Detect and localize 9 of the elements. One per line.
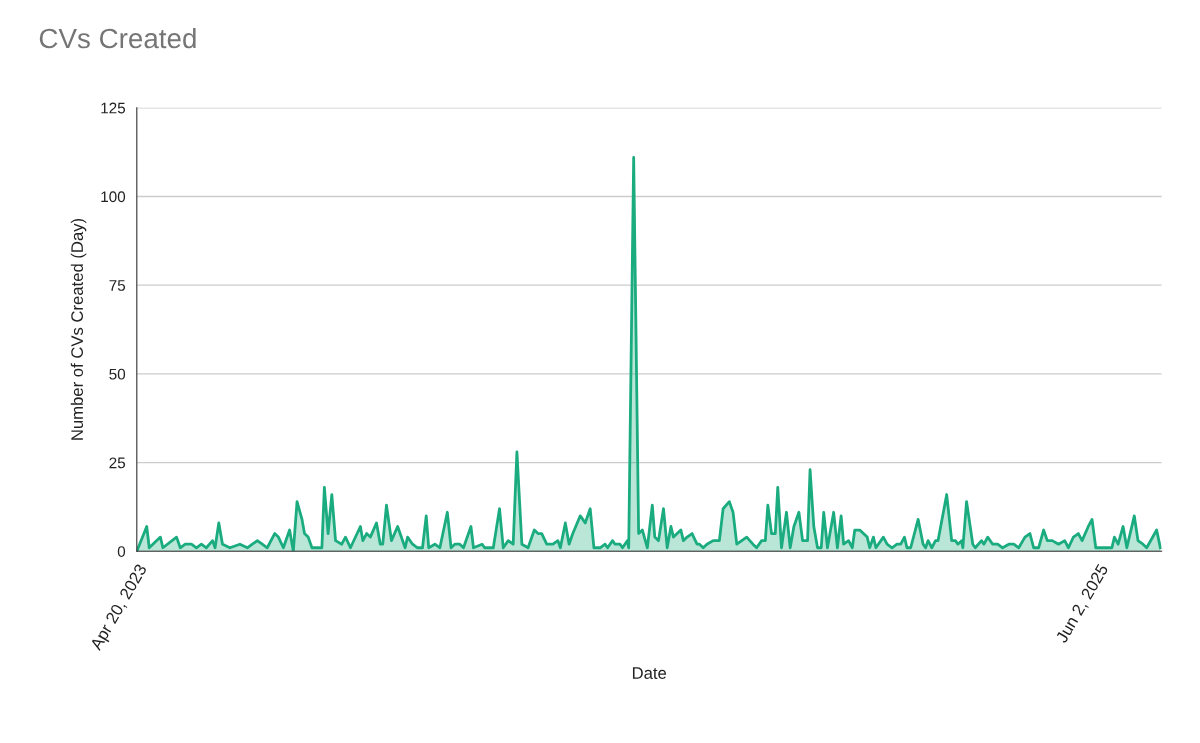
- y-tick-label: 25: [109, 457, 126, 469]
- y-tick-label: 0: [117, 546, 126, 557]
- y-tick-label: 50: [109, 368, 126, 380]
- y-tick-label: 100: [101, 191, 126, 203]
- y-tick-label: 75: [109, 280, 126, 291]
- y-tick-label: 125: [101, 102, 126, 114]
- x-axis-title: Date: [632, 667, 667, 679]
- chart-title: CVs Created: [39, 27, 196, 49]
- y-axis-title: Number of CVs Created (Day): [70, 218, 87, 440]
